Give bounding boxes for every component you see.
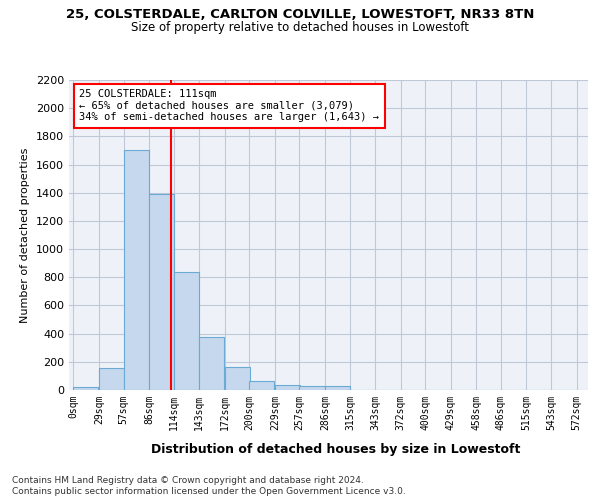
Bar [199, 337, 224, 390]
Bar [99, 368, 124, 390]
Bar [124, 150, 149, 390]
Text: 25 COLSTERDALE: 111sqm
← 65% of detached houses are smaller (3,079)
34% of semi-: 25 COLSTERDALE: 111sqm ← 65% of detached… [79, 90, 379, 122]
Bar [73, 387, 98, 390]
Bar [149, 194, 174, 390]
Text: Size of property relative to detached houses in Lowestoft: Size of property relative to detached ho… [131, 21, 469, 34]
Text: Contains HM Land Registry data © Crown copyright and database right 2024.: Contains HM Land Registry data © Crown c… [12, 476, 364, 485]
Bar [224, 368, 250, 390]
Bar [250, 381, 274, 390]
Bar [299, 386, 325, 390]
Text: 25, COLSTERDALE, CARLTON COLVILLE, LOWESTOFT, NR33 8TN: 25, COLSTERDALE, CARLTON COLVILLE, LOWES… [66, 8, 534, 20]
Bar [173, 272, 199, 390]
Y-axis label: Number of detached properties: Number of detached properties [20, 148, 31, 322]
Text: Contains public sector information licensed under the Open Government Licence v3: Contains public sector information licen… [12, 487, 406, 496]
Bar [275, 384, 300, 390]
Text: Distribution of detached houses by size in Lowestoft: Distribution of detached houses by size … [151, 442, 521, 456]
Bar [325, 386, 350, 390]
